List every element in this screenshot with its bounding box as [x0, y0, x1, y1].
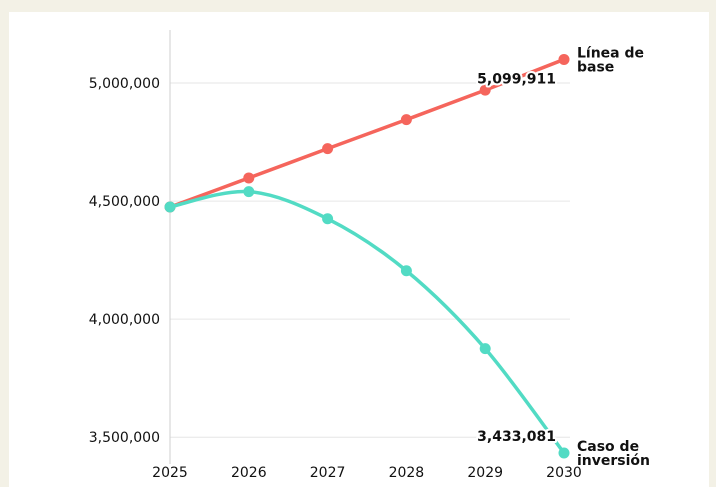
data-point — [400, 265, 412, 277]
series-name-label: inversión — [577, 453, 650, 469]
y-tick-label: 3,500,000 — [89, 430, 160, 446]
x-tick-label: 2026 — [231, 465, 267, 481]
end-value-label: 5,099,911 — [477, 71, 556, 87]
grid-lines — [170, 82, 570, 438]
x-tick-label: 2029 — [467, 465, 503, 481]
series-name-label: base — [577, 59, 614, 75]
line-chart: 3,500,000 4,000,000 4,500,000 5,000,000 202… — [89, 30, 650, 481]
x-tick-label: 2028 — [389, 465, 425, 481]
series-name-label: Caso de — [577, 439, 639, 455]
data-point — [400, 114, 412, 126]
y-tick-label: 4,500,000 — [89, 194, 160, 210]
data-point — [243, 186, 255, 198]
series-line — [168, 57, 566, 209]
data-point — [243, 172, 255, 184]
data-point — [322, 143, 334, 155]
x-tick-label: 2030 — [546, 465, 582, 481]
data-point — [558, 447, 570, 459]
data-point — [479, 84, 491, 96]
chart-panel: 3,500,000 4,000,000 4,500,000 5,000,000 202… — [9, 12, 709, 487]
data-point — [479, 343, 491, 355]
end-value-label: 3,433,081 — [477, 429, 556, 445]
series-line — [168, 189, 566, 455]
x-tick-labels: 2025 2026 2027 2028 2029 2030 — [152, 465, 582, 481]
y-tick-labels: 3,500,000 4,000,000 4,500,000 5,000,000 — [89, 76, 160, 446]
data-point — [164, 201, 176, 213]
series-name-label: Línea de — [577, 45, 644, 61]
data-point — [558, 53, 570, 65]
y-tick-label: 4,000,000 — [89, 312, 160, 328]
x-tick-label: 2025 — [152, 465, 188, 481]
series-group — [164, 53, 570, 459]
y-tick-label: 5,000,000 — [89, 76, 160, 92]
x-tick-label: 2027 — [310, 465, 346, 481]
data-point — [322, 213, 334, 225]
